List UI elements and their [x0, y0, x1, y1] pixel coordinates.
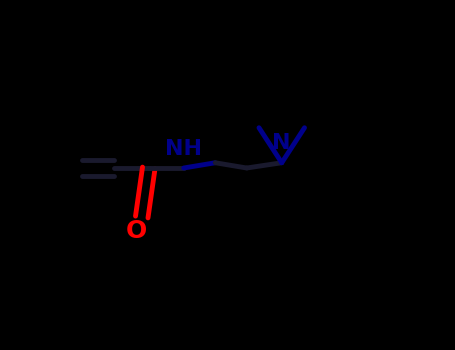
- Text: NH: NH: [165, 139, 202, 159]
- Text: N: N: [273, 133, 291, 154]
- Text: O: O: [126, 219, 147, 243]
